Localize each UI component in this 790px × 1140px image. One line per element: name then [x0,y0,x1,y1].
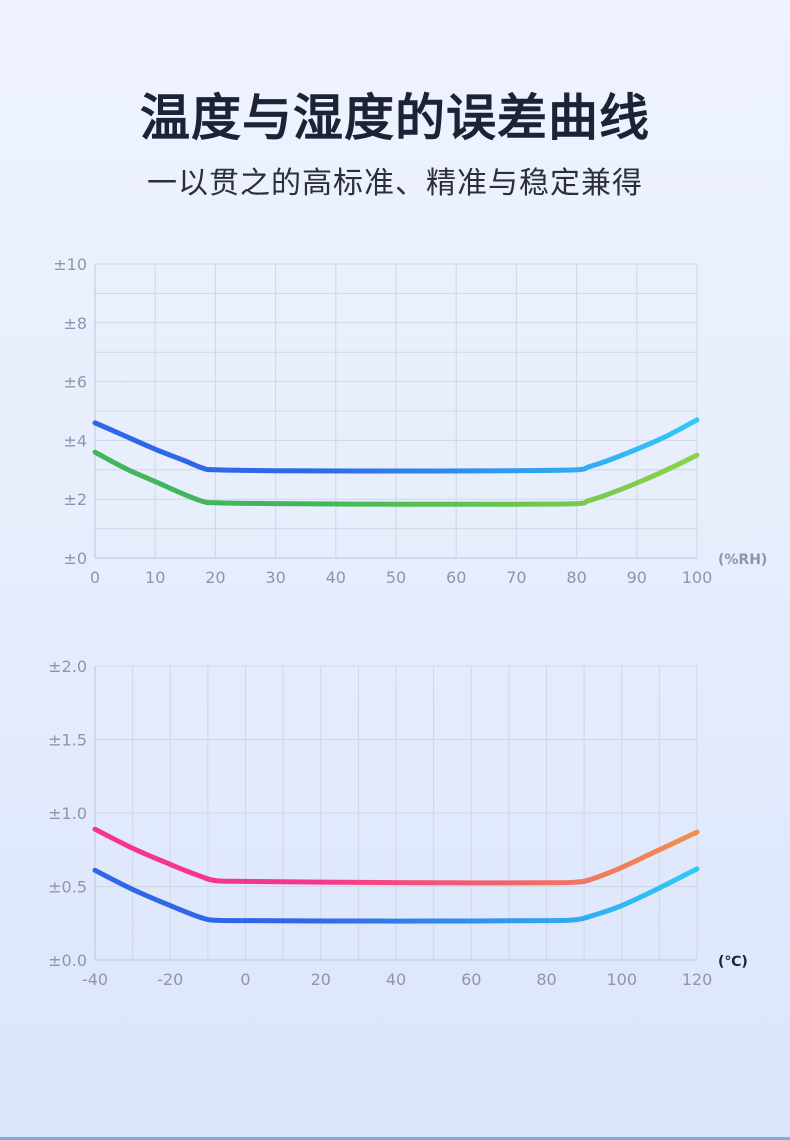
bottom-divider [0,1137,790,1140]
x-tick-label: 50 [386,568,406,587]
series-line-2 [92,449,700,507]
x-tick-label: 120 [682,970,713,989]
y-tick-label: ±10 [53,255,87,274]
x-tick-label: 80 [536,970,556,989]
y-tick-label: ±1.0 [48,804,87,823]
x-tick-label: 20 [311,970,331,989]
x-tick-label: 10 [145,568,165,587]
grid [94,665,698,961]
humidity-error-chart: ±0 ±2 ±4 ±6 ±8 ±10 0 10 20 30 40 50 60 70 80 90 100 (%RH) [53,255,767,587]
y-tick-label: ±0.0 [48,951,87,970]
x-unit-label: (℃) [718,954,748,970]
series-line-1 [92,417,700,474]
y-tick-label: ±2.0 [48,657,87,676]
grid [94,263,698,559]
y-tick-label: ±6 [63,373,87,392]
x-tick-label: 90 [627,568,647,587]
page-title: 温度与湿度的误差曲线 [140,89,650,147]
y-tick-label: ±8 [63,314,87,333]
x-tick-label: 100 [682,568,713,587]
x-tick-label: 0 [90,568,100,587]
x-tick-label: 40 [386,970,406,989]
x-tick-label: 20 [205,568,225,587]
x-tick-label: 0 [240,970,250,989]
x-tick-label: 40 [326,568,346,587]
temperature-error-chart: ±0.0 ±0.5 ±1.0 ±1.5 ±2.0 -40 -20 0 20 40 60 80 100 12… [48,657,748,989]
x-tick-label: 60 [461,970,481,989]
x-tick-label: 70 [506,568,526,587]
series-line-1 [92,826,700,886]
y-tick-label: ±0.5 [48,878,87,897]
y-tick-label: ±4 [63,431,87,450]
x-tick-label: 30 [265,568,285,587]
page-subtitle: 一以贯之的高标准、精准与稳定兼得 [147,166,643,201]
x-unit-label: (%RH) [718,552,767,568]
x-tick-label: 80 [566,568,586,587]
y-tick-label: ±1.5 [48,731,87,750]
x-tick-label: -40 [82,970,108,989]
x-tick-label: 100 [606,970,637,989]
y-tick-label: ±2 [63,490,87,509]
y-tick-label: ±0 [63,549,87,568]
x-tick-label: 60 [446,568,466,587]
x-tick-label: -20 [157,970,183,989]
series-line-2 [92,866,700,924]
